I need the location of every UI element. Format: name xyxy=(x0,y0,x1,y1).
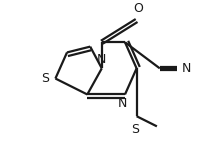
Text: N: N xyxy=(117,97,127,110)
Text: S: S xyxy=(42,72,50,85)
Text: S: S xyxy=(131,124,139,137)
Text: O: O xyxy=(133,2,143,15)
Text: N: N xyxy=(97,53,107,66)
Text: N: N xyxy=(181,62,191,75)
